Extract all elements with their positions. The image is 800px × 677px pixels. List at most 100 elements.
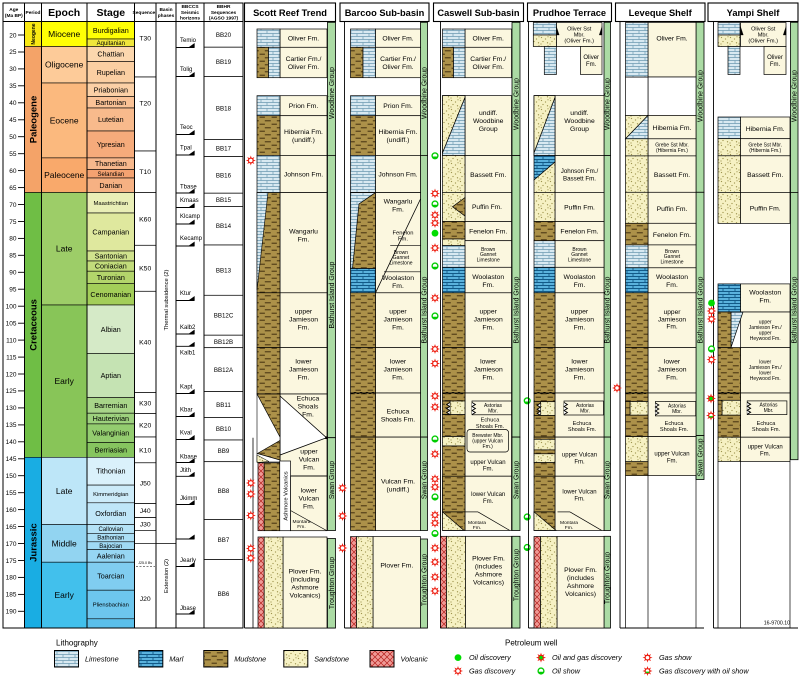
svg-text:Jkimm: Jkimm	[180, 496, 197, 502]
svg-text:Volcanic: Volcanic	[401, 654, 429, 663]
svg-text:Limestone: Limestone	[85, 654, 119, 663]
svg-text:Woolaston: Woolaston	[749, 289, 781, 296]
svg-text:Prion Fm.: Prion Fm.	[383, 103, 413, 110]
svg-text:lower: lower	[759, 359, 771, 365]
svg-text:Temio: Temio	[180, 38, 197, 44]
svg-text:Mudstone: Mudstone	[234, 654, 266, 663]
svg-text:upper Vulcan: upper Vulcan	[748, 445, 783, 451]
svg-text:Valanginian: Valanginian	[92, 429, 129, 438]
svg-text:Montara: Montara	[560, 520, 578, 526]
svg-text:Santonian: Santonian	[95, 252, 127, 261]
svg-text:Early: Early	[55, 590, 75, 600]
svg-text:Limestone: Limestone	[389, 261, 412, 267]
svg-text:J40: J40	[140, 508, 151, 515]
svg-text:Fm.: Fm.	[392, 324, 404, 331]
svg-text:Jamieson: Jamieson	[383, 366, 412, 373]
svg-text:Fm.: Fm.	[760, 452, 771, 458]
svg-text:K20: K20	[139, 423, 151, 430]
svg-text:Woolaston: Woolaston	[564, 274, 596, 281]
svg-text:(AGSO 1997): (AGSO 1997)	[209, 16, 239, 22]
svg-text:BBCCS: BBCCS	[181, 4, 199, 10]
svg-text:Heywood Fm.: Heywood Fm.	[750, 376, 781, 382]
svg-text:Maastrichtian: Maastrichtian	[94, 201, 128, 207]
svg-text:55: 55	[9, 151, 17, 158]
svg-text:Vulcan Fm.: Vulcan Fm.	[381, 478, 415, 485]
svg-text:Tpal: Tpal	[180, 146, 192, 152]
svg-text:30: 30	[9, 66, 17, 73]
svg-text:Woodbine Group: Woodbine Group	[792, 70, 799, 122]
svg-text:Jamieson: Jamieson	[474, 316, 503, 323]
svg-text:Fm.: Fm.	[574, 460, 585, 466]
svg-text:BB8: BB8	[218, 488, 230, 495]
svg-text:K10: K10	[139, 447, 151, 454]
svg-text:Jamieson: Jamieson	[289, 366, 318, 373]
svg-text:Grebe Sst Mbr.: Grebe Sst Mbr.	[748, 142, 782, 148]
svg-text:Brewster Mbr.: Brewster Mbr.	[472, 433, 503, 439]
svg-text:Bathurst Island Group: Bathurst Island Group	[329, 261, 336, 328]
svg-text:upper Vulcan: upper Vulcan	[654, 452, 689, 458]
svg-text:Mbr.: Mbr.	[574, 33, 585, 39]
svg-text:upper Vulcan: upper Vulcan	[562, 453, 597, 459]
svg-text:Tbase: Tbase	[180, 185, 197, 191]
svg-text:Fm.: Fm.	[302, 411, 314, 418]
svg-text:Troughton Group: Troughton Group	[605, 552, 612, 604]
svg-text:Campanian: Campanian	[92, 228, 129, 237]
svg-text:Sequences: Sequences	[211, 10, 237, 16]
svg-text:BBHR: BBHR	[217, 4, 231, 10]
svg-text:Chattian: Chattian	[97, 50, 124, 59]
svg-text:Echuca: Echuca	[757, 421, 777, 427]
svg-text:190: 190	[6, 609, 17, 616]
svg-text:60: 60	[9, 168, 17, 175]
svg-text:Kbar: Kbar	[180, 408, 193, 414]
svg-text:145: 145	[6, 456, 17, 463]
svg-text:Basin: Basin	[159, 7, 172, 13]
svg-text:Coniacian: Coniacian	[95, 262, 127, 271]
svg-text:Bathurst Island Group: Bathurst Island Group	[421, 276, 428, 343]
svg-text:Marl: Marl	[169, 654, 184, 663]
svg-text:Shoals: Shoals	[298, 403, 319, 410]
svg-text:lower: lower	[295, 358, 312, 365]
svg-text:Mbr.: Mbr.	[488, 408, 498, 414]
svg-text:lower: lower	[390, 358, 407, 365]
svg-text:Aalenian: Aalenian	[97, 551, 125, 560]
svg-text:Jurassic: Jurassic	[28, 523, 39, 562]
svg-text:Heywood Fm.: Heywood Fm.	[750, 336, 781, 342]
svg-text:Oil and gas discovery: Oil and gas discovery	[552, 653, 623, 662]
svg-text:phases: phases	[158, 13, 175, 19]
svg-text:Mbr.: Mbr.	[672, 409, 682, 415]
svg-text:Vulcan: Vulcan	[299, 495, 320, 502]
svg-text:Fm.: Fm.	[303, 503, 315, 510]
svg-text:125: 125	[6, 388, 17, 395]
svg-text:Oil discovery: Oil discovery	[469, 653, 512, 662]
svg-text:Tolig: Tolig	[180, 67, 192, 73]
svg-text:Bassett Fm.: Bassett Fm.	[747, 172, 783, 179]
svg-text:BB12A: BB12A	[214, 367, 234, 374]
svg-text:Fm.: Fm.	[770, 62, 781, 68]
svg-text:Caswell Sub-basin: Caswell Sub-basin	[437, 8, 519, 18]
svg-text:Plover Fm.: Plover Fm.	[289, 568, 322, 575]
svg-text:Bathurst Island Group: Bathurst Island Group	[792, 276, 799, 343]
svg-text:BB16: BB16	[216, 172, 232, 179]
svg-text:Lutetian: Lutetian	[98, 115, 124, 124]
svg-text:Selandian: Selandian	[97, 172, 124, 178]
svg-text:85: 85	[9, 253, 17, 260]
svg-text:(Ma BP): (Ma BP)	[5, 13, 23, 19]
svg-text:lower Vulcan: lower Vulcan	[471, 492, 505, 498]
svg-text:Oliver Fm.: Oliver Fm.	[473, 64, 504, 71]
svg-text:Shoals Fm.: Shoals Fm.	[568, 427, 597, 433]
svg-text:upper: upper	[480, 308, 498, 315]
svg-text:K60: K60	[139, 216, 151, 223]
svg-text:Kapt: Kapt	[180, 385, 193, 391]
svg-text:J50: J50	[140, 481, 151, 488]
svg-text:Astorias: Astorias	[484, 403, 503, 409]
svg-text:Neogene: Neogene	[31, 23, 37, 44]
svg-text:Oil show: Oil show	[552, 667, 581, 676]
svg-text:155: 155	[6, 490, 17, 497]
svg-text:185: 185	[6, 592, 17, 599]
svg-text:Cenomanian: Cenomanian	[90, 290, 131, 299]
svg-text:40: 40	[9, 100, 17, 107]
svg-text:Lithography: Lithography	[56, 639, 98, 648]
svg-text:Wangarlu: Wangarlu	[384, 198, 413, 205]
svg-text:T30: T30	[139, 35, 151, 42]
svg-text:upper: upper	[389, 308, 407, 315]
